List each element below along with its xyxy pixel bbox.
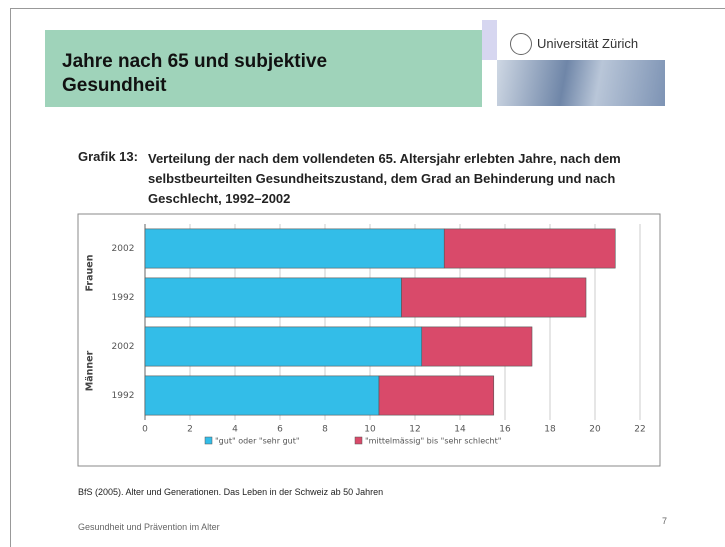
x-tick-label: 16	[499, 425, 511, 435]
frame-top	[10, 8, 725, 9]
bar	[443, 228, 616, 269]
x-tick-label: 22	[634, 425, 645, 435]
y-tick-label: 1992	[112, 293, 135, 303]
bar	[421, 326, 533, 367]
x-tick-label: 4	[232, 425, 238, 435]
group-label: Männer	[85, 350, 96, 391]
page-number: 7	[662, 516, 668, 526]
legend-label: "gut" oder "sehr gut"	[215, 437, 300, 446]
chart-frame	[77, 213, 661, 467]
header-band	[45, 30, 482, 107]
legend-swatch	[204, 436, 213, 445]
chart-title-label: Grafik 13:	[78, 149, 138, 164]
x-tick-label: 18	[544, 425, 556, 435]
y-tick-label: 2002	[112, 244, 135, 254]
bar	[378, 375, 495, 416]
bar	[144, 228, 445, 269]
group-label: Frauen	[85, 254, 96, 291]
x-tick-label: 8	[322, 425, 328, 435]
x-tick-label: 2	[187, 425, 193, 435]
x-tick-label: 6	[277, 425, 283, 435]
bar	[144, 326, 423, 367]
legend-swatch	[354, 436, 363, 445]
legend-label: "mittelmässig" bis "sehr schlecht"	[365, 437, 501, 446]
y-tick-label: 2002	[112, 342, 135, 352]
bar	[144, 375, 380, 416]
logo-seal	[510, 33, 532, 55]
bar	[144, 277, 402, 318]
logo-text: Universität Zürich	[537, 36, 639, 51]
frame-left	[10, 8, 11, 547]
header-photo	[497, 60, 665, 106]
x-tick-label: 12	[409, 425, 420, 435]
x-tick-label: 0	[142, 425, 148, 435]
x-tick-label: 10	[364, 425, 376, 435]
footer-left: Gesundheit und Prävention im Alter	[78, 522, 220, 532]
x-tick-label: 20	[589, 425, 601, 435]
source: BfS (2005). Alter und Generationen. Das …	[78, 487, 384, 497]
bar	[401, 277, 587, 318]
y-tick-label: 1992	[112, 391, 135, 401]
header-accent	[482, 20, 497, 60]
header-title: Jahre nach 65 und subjektive Gesundheit	[62, 51, 328, 96]
chart-title: Verteilung der nach dem vollendeten 65. …	[148, 151, 621, 206]
x-tick-label: 14	[454, 425, 466, 435]
